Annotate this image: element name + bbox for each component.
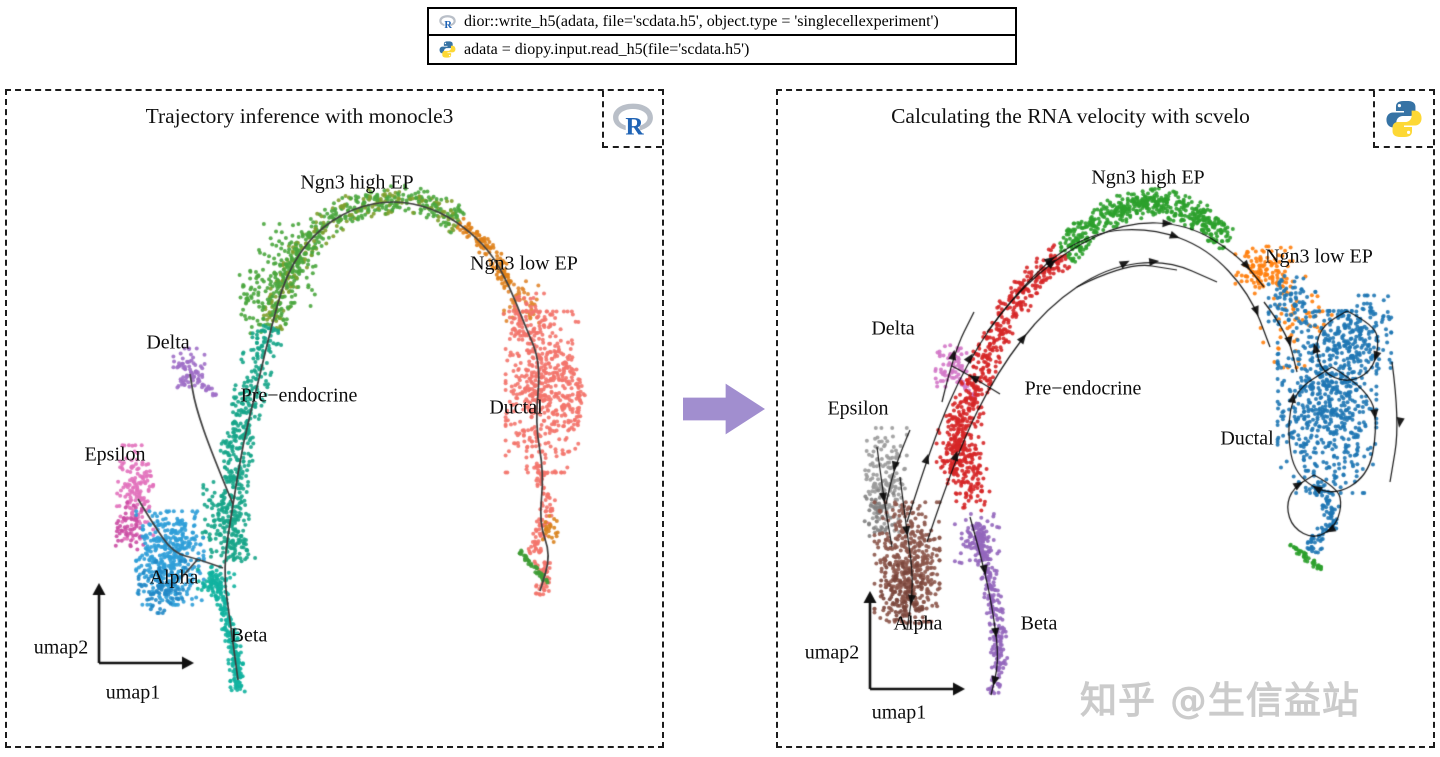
python-logo-icon (438, 40, 457, 59)
code-box: R dior::write_h5(adata, file='scdata.h5'… (427, 7, 1017, 65)
panel-scvelo: Calculating the RNA velocity with scvelo… (776, 89, 1435, 748)
r-logo: R (602, 91, 662, 148)
svg-text:R: R (444, 20, 452, 31)
svg-text:R: R (625, 112, 644, 140)
right-arrow-icon (683, 383, 765, 435)
code-line-r: R dior::write_h5(adata, file='scdata.h5'… (429, 9, 1015, 36)
python-logo (1373, 91, 1433, 148)
panel-title-monocle3: Trajectory inference with monocle3 (145, 104, 454, 128)
panel-monocle3: Trajectory inference with monocle3 R Ngn… (5, 89, 664, 748)
code-text-read-h5: adata = diopy.input.read_h5(file='scdata… (464, 40, 750, 58)
watermark: 知乎 @生信益站 (1080, 679, 1360, 722)
code-line-python: adata = diopy.input.read_h5(file='scdata… (429, 36, 1015, 63)
umap-plot-scvelo (778, 91, 1433, 746)
r-logo-icon: R (438, 12, 457, 31)
umap-plot-monocle3 (7, 91, 662, 746)
panel-title-scvelo: Calculating the RNA velocity with scvelo (891, 104, 1250, 128)
code-text-write-h5: dior::write_h5(adata, file='scdata.h5', … (464, 12, 939, 30)
